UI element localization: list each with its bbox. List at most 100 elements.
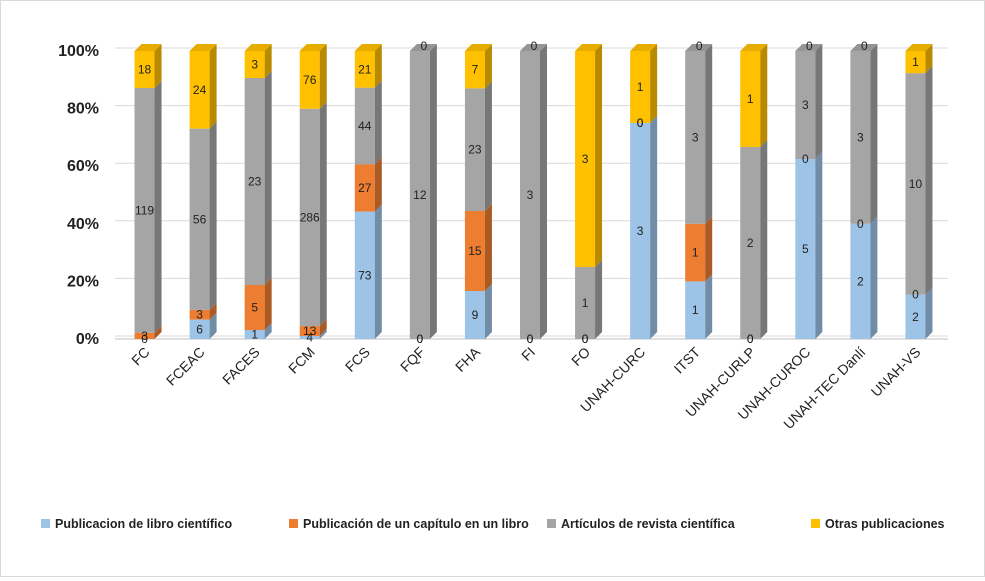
data-label: 56 [193,212,207,226]
bar-segment [189,319,210,339]
bar-segment [354,87,375,165]
data-label: 0 [696,39,703,53]
bar-segment-side [374,80,382,165]
data-label: 0 [857,217,864,231]
bar-segment [740,51,761,147]
data-label: 5 [251,301,258,315]
bar-segment-side [319,328,327,339]
bar-segment-side [540,44,547,339]
bar-segment-side [925,287,933,339]
data-label: 119 [135,203,154,217]
data-label: 0 [417,332,424,346]
legend-swatch [41,519,50,528]
bar-segment-side [209,312,217,339]
bar-segment-side [595,260,603,339]
data-label: 21 [358,62,372,76]
x-tick-label: FI [518,344,538,364]
bar-segment [464,211,485,291]
x-tick-label: ITST [671,343,704,376]
bar-segment [630,123,651,339]
x-tick-label: FHA [452,343,484,375]
bar-segment-side [374,204,382,339]
x-tick-label: FQF [397,344,428,375]
bar-segment [464,51,485,89]
bar-segment [299,326,320,336]
data-label: 0 [912,288,919,302]
data-label: 3 [141,329,148,343]
bar-top-cap [850,44,878,51]
bar-segment-side [484,44,492,89]
bar-segment-side [484,284,492,339]
data-label: 0 [747,332,754,346]
bar-segment-side [209,44,217,129]
data-label: 2 [912,310,919,324]
bar-segment-side [925,44,933,74]
x-tick-label: FCM [285,344,318,377]
bar-segment [850,223,871,339]
bar-segment-side [209,121,217,310]
data-label: 15 [468,244,482,258]
bar-segment-side [484,81,492,211]
bar-segment [850,51,871,224]
bar-top-cap [685,44,713,51]
bar-top-cap [464,44,492,51]
bar-top-cap [189,44,217,51]
x-tick-label: FACES [219,344,263,388]
data-label: 12 [413,188,427,202]
bar-top-cap [740,44,768,51]
bar-segment-side [154,325,162,339]
data-label: 3 [637,224,644,238]
data-label: 1 [692,303,699,317]
y-axis: 0% 20% 40% 60% 80% 100% [58,43,99,348]
bar-segment [575,267,596,339]
bar-segment [520,51,540,339]
data-label: 0 [582,332,589,346]
bar-segment-side [374,157,382,212]
y-tick-label: 20% [67,273,99,290]
bar-top-cap [795,44,823,51]
legend: Publicacion de libro científico Publicaci… [41,517,945,531]
data-label: 1 [692,246,699,260]
bar-segment [354,51,375,88]
bar-segment [464,88,485,211]
data-label: 76 [303,73,317,87]
data-label: 3 [527,188,534,202]
data-label: 27 [358,181,372,195]
bar-segment-side [760,44,768,147]
bar-segment-side [264,278,272,330]
data-label: 0 [802,152,809,166]
data-label: 73 [358,268,372,282]
bar-segment [299,51,320,109]
bar-segment [685,223,706,282]
bar-segment-side [209,302,217,320]
bar-top-cap [905,44,933,51]
data-label: 44 [358,119,372,133]
bars [134,44,933,339]
legend-swatch [547,519,556,528]
bar-segment [685,51,706,224]
bar-top-cap [134,44,162,51]
bar-segment-side [319,319,327,336]
bar-segment-side [154,44,162,89]
data-label: 7 [472,63,479,77]
bar-segment-side [705,44,713,224]
bar-segment [189,51,210,129]
bar-segment-side [705,274,713,339]
bar-segment [464,291,485,339]
data-label: 0 [747,332,754,346]
bar-segment [244,51,265,78]
bar-segment-side [650,44,658,123]
data-label: 10 [909,177,923,191]
y-tick-label: 60% [67,158,99,175]
data-label: 3 [582,152,589,166]
data-label: 0 [421,39,428,53]
bar-segment [189,128,210,310]
bar-segment [299,335,320,339]
data-labels: 0311918635624152334132867673274421001209… [135,39,922,346]
data-label: 1 [747,92,754,106]
data-label: 1 [582,296,589,310]
x-tick-label: UNAH-VS [868,344,924,400]
bar-top-cap [299,44,327,51]
